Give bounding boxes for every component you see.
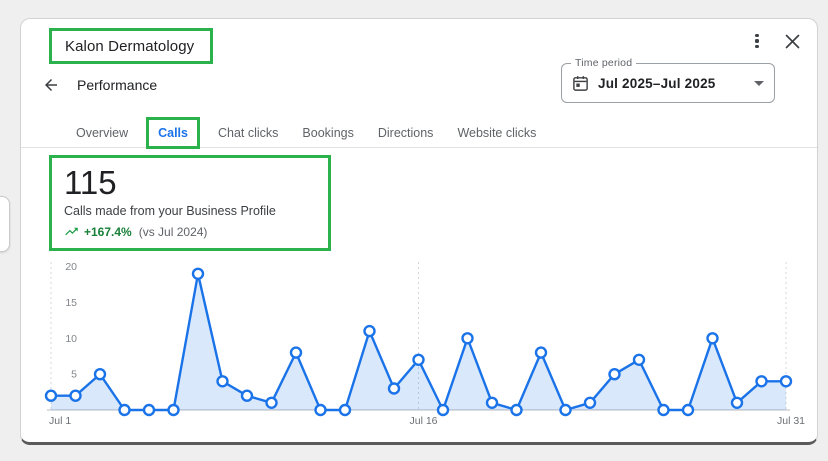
- data-point-jul-16[interactable]: [412, 353, 425, 367]
- data-point-jul-23[interactable]: [583, 396, 597, 410]
- tab-directions[interactable]: Directions: [377, 125, 434, 140]
- data-point-jul-25[interactable]: [632, 353, 646, 367]
- data-point-jul-26[interactable]: [657, 403, 670, 417]
- comparison-period: (vs Jul 2024): [138, 224, 208, 239]
- tab-website-clicks[interactable]: Website clicks: [457, 125, 537, 140]
- tab-bookings[interactable]: Bookings: [302, 125, 354, 140]
- data-point-jul-20[interactable]: [510, 403, 523, 417]
- percent-change: +167.4%: [84, 224, 132, 239]
- data-point-jul-8[interactable]: [216, 375, 229, 388]
- kebab-menu-icon: [755, 39, 759, 43]
- data-point-jul-28[interactable]: [706, 332, 719, 345]
- calls-description: Calls made from your Business Profile: [64, 204, 276, 218]
- data-point-jul-6[interactable]: [167, 403, 180, 417]
- data-point-jul-27[interactable]: [681, 403, 695, 417]
- data-point-jul-29[interactable]: [730, 396, 744, 410]
- kebab-menu-icon: [755, 33, 759, 37]
- y-axis-label: 20: [65, 261, 77, 273]
- data-point-jul-5[interactable]: [142, 403, 156, 417]
- data-point-jul-1[interactable]: [44, 389, 58, 402]
- data-point-jul-31[interactable]: [779, 375, 793, 388]
- data-point-jul-22[interactable]: [559, 403, 572, 417]
- stats-highlight-box: 115 Calls made from your Business Profil…: [49, 155, 331, 251]
- tab-calls-highlight-box[interactable]: Calls: [146, 116, 200, 149]
- data-point-jul-24[interactable]: [608, 367, 621, 381]
- back-button[interactable]: [41, 75, 61, 95]
- trending-up-icon: [65, 227, 78, 236]
- page-title: Performance: [77, 77, 158, 93]
- tab-overview[interactable]: Overview: [76, 125, 129, 140]
- data-point-jul-7[interactable]: [191, 267, 205, 280]
- data-point-jul-11[interactable]: [289, 346, 303, 359]
- time-period-value: Jul 2025–Jul 2025: [598, 75, 716, 91]
- y-axis-label: 5: [71, 369, 77, 381]
- data-point-jul-12[interactable]: [314, 403, 327, 417]
- tab-bar: Overview Calls Chat clicks Bookings Dire…: [21, 116, 817, 149]
- area-fill: [51, 273, 786, 410]
- x-axis-label: Jul 16: [409, 415, 437, 427]
- performance-dialog: Kalon Dermatology Performance Time perio…: [20, 18, 818, 445]
- x-axis-label: Jul 1: [49, 415, 71, 427]
- x-axis-label: Jul 31: [777, 415, 805, 427]
- business-name: Kalon Dermatology: [65, 37, 195, 55]
- data-point-jul-18[interactable]: [461, 332, 474, 345]
- calls-line-chart: Jul 1 Jul 16 Jul 31 5 10 15 20: [44, 261, 805, 427]
- back-arrow-icon: [45, 79, 57, 91]
- trend-row: +167.4% (vs Jul 2024): [64, 224, 316, 239]
- time-period-select[interactable]: Time period Jul 2025–Jul 2025: [561, 57, 775, 103]
- data-point-jul-10[interactable]: [265, 396, 278, 410]
- data-point-jul-19[interactable]: [485, 396, 499, 410]
- kebab-menu-icon: [755, 45, 759, 49]
- data-point-jul-30[interactable]: [755, 375, 768, 388]
- dropdown-caret-icon: [754, 80, 764, 86]
- calls-total: 115: [64, 164, 117, 201]
- more-options-button[interactable]: [747, 30, 767, 52]
- y-axis-label: 15: [65, 297, 77, 309]
- data-point-jul-4[interactable]: [118, 403, 131, 417]
- close-button[interactable]: [781, 30, 803, 52]
- tab-calls[interactable]: Calls: [158, 125, 188, 140]
- page-header: Performance: [41, 75, 157, 95]
- y-axis-label: 10: [65, 333, 77, 345]
- data-point-jul-9[interactable]: [240, 389, 254, 402]
- data-point-jul-13[interactable]: [338, 403, 352, 417]
- data-point-jul-21[interactable]: [534, 346, 548, 359]
- close-x-icon: [785, 34, 799, 48]
- data-point-jul-3[interactable]: [93, 367, 107, 381]
- calendar-icon: [573, 75, 588, 91]
- cutoff-side-panel: [0, 196, 10, 252]
- tab-chat-clicks[interactable]: Chat clicks: [217, 125, 279, 140]
- business-name-highlight-box: Kalon Dermatology: [49, 28, 213, 64]
- data-point-jul-17[interactable]: [436, 403, 450, 417]
- data-point-jul-15[interactable]: [387, 382, 401, 395]
- time-period-label: Time period: [571, 57, 637, 69]
- window-actions: [747, 30, 803, 52]
- data-point-jul-14[interactable]: [363, 324, 376, 338]
- data-point-jul-2[interactable]: [69, 389, 82, 402]
